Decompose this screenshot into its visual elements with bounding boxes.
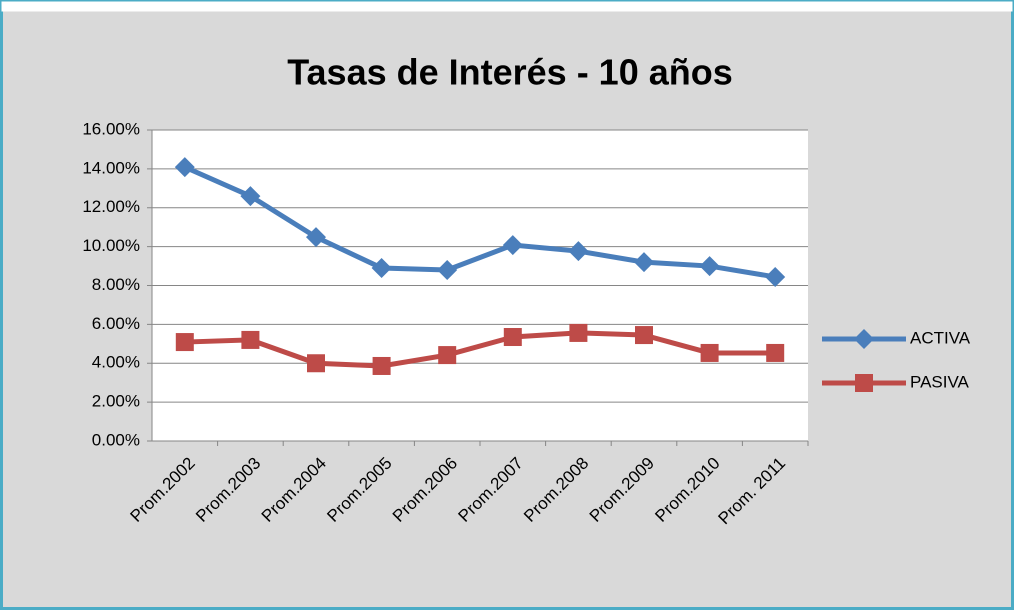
- y-tick-label: 0.00%: [92, 430, 140, 449]
- y-tick-label: 14.00%: [82, 158, 140, 177]
- marker: [634, 252, 654, 273]
- y-tick-label: 10.00%: [82, 236, 140, 255]
- marker: [569, 323, 588, 342]
- marker: [372, 356, 391, 375]
- marker: [306, 227, 326, 248]
- legend-label: PASIVA: [910, 372, 970, 391]
- marker: [502, 235, 523, 256]
- marker: [568, 241, 589, 262]
- marker: [241, 330, 260, 349]
- marker: [854, 329, 874, 349]
- marker: [437, 259, 458, 280]
- y-tick-label: 12.00%: [82, 197, 140, 216]
- legend-label: ACTIVA: [910, 328, 971, 347]
- series-line: [183, 164, 776, 280]
- marker: [766, 343, 785, 362]
- y-tick-label: 6.00%: [92, 314, 140, 333]
- chart-title: Tasas de Interés - 10 años: [287, 52, 733, 93]
- marker: [700, 343, 719, 362]
- marker: [175, 333, 194, 352]
- marker: [174, 157, 195, 178]
- marker: [635, 326, 653, 345]
- marker: [503, 328, 522, 347]
- y-tick-label: 4.00%: [92, 353, 140, 372]
- top-strip: [1, 1, 1013, 12]
- marker: [765, 266, 786, 287]
- marker: [240, 186, 261, 207]
- series-line: [184, 330, 776, 369]
- marker: [699, 256, 720, 277]
- y-tick-label: 2.00%: [92, 392, 140, 411]
- marker: [438, 346, 457, 365]
- y-tick-label: 8.00%: [92, 275, 140, 294]
- y-tick-label: 16.00%: [82, 119, 140, 138]
- marker: [307, 354, 325, 373]
- marker: [855, 374, 873, 392]
- marker: [371, 258, 392, 279]
